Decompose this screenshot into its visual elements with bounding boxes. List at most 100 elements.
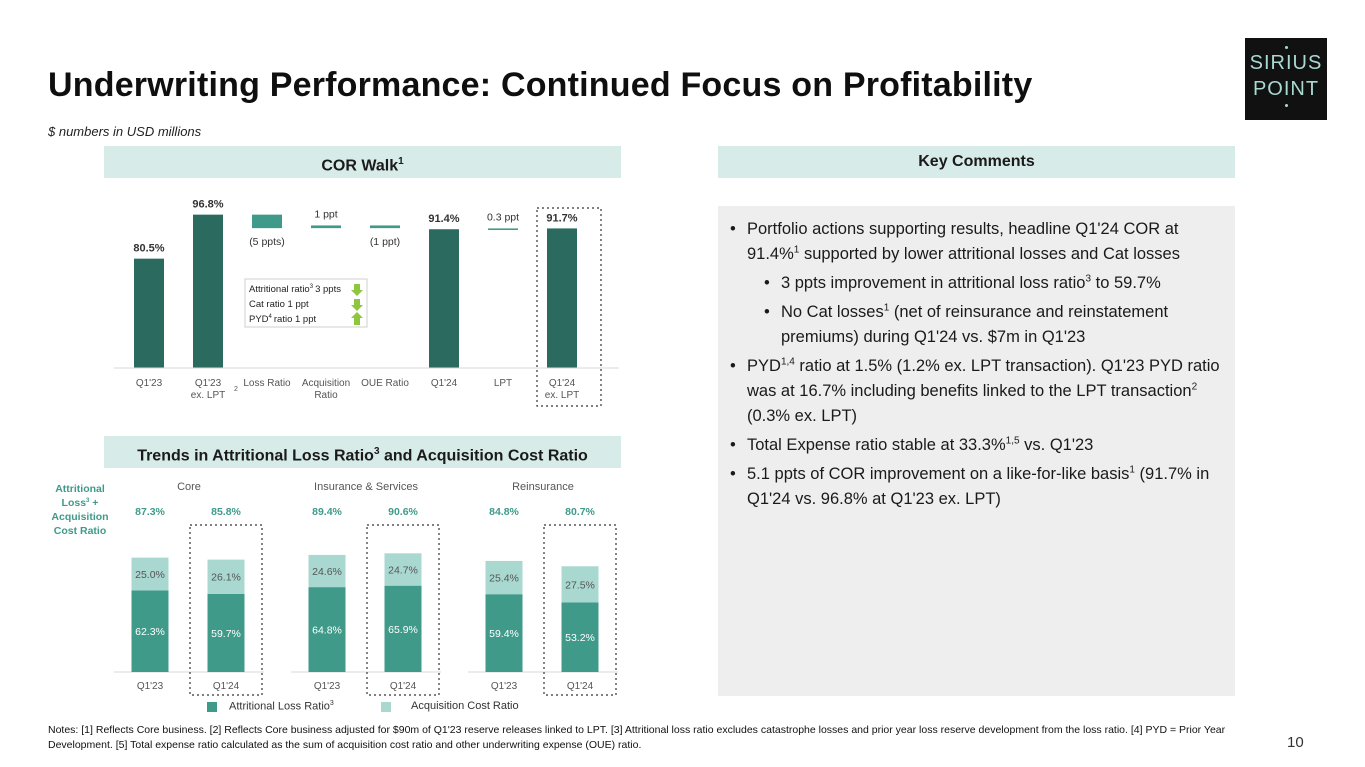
trends-y-axis-label: Attritional Loss3 + Acquisition Cost Rat… bbox=[51, 483, 108, 537]
cor-walk-chart: 80.5% 96.8% (5 ppts) 1 ppt (1 ppt) 91.4% 0.3 p… bbox=[114, 199, 619, 407]
cor-category-sup: 2 bbox=[234, 386, 238, 393]
logo-star-dot bbox=[1285, 104, 1288, 107]
cor-category-label: Loss Ratio bbox=[243, 378, 291, 389]
cor-walk-header-sup: 1 bbox=[398, 156, 404, 167]
cor-value-label: 91.4% bbox=[428, 213, 459, 225]
arrow-down-icon bbox=[351, 284, 363, 296]
cor-category-label: Acquisition bbox=[302, 378, 350, 389]
attritional-bar bbox=[308, 587, 346, 672]
comment-no-cat-losses: No Cat losses1 (net of reinsurance and r… bbox=[764, 300, 1229, 350]
acquisition-value-label: 24.6% bbox=[312, 566, 342, 578]
arrow-down-icon bbox=[351, 299, 363, 311]
legend-acquisition-swatch bbox=[381, 702, 391, 712]
logo-line1: SIRIUS bbox=[1249, 52, 1323, 74]
acquisition-value-label: 25.0% bbox=[135, 569, 165, 581]
key-comments-panel: Portfolio actions supporting results, he… bbox=[718, 206, 1235, 696]
total-ratio-label: 87.3% bbox=[135, 506, 165, 518]
trends-header-post: and Acquisition Cost Ratio bbox=[379, 447, 588, 465]
acquisition-bar bbox=[384, 553, 422, 586]
trend-group-title: Insurance & Services bbox=[314, 481, 418, 493]
cor-walk-header-text: COR Walk bbox=[321, 157, 399, 175]
y-label-line2: Loss3 + bbox=[62, 497, 99, 509]
cor-delta-bar bbox=[488, 228, 518, 231]
page-subtitle: $ numbers in USD millions bbox=[48, 124, 202, 139]
y-label-line3: Acquisition bbox=[51, 511, 108, 523]
total-ratio-label: 85.8% bbox=[211, 506, 241, 518]
cor-category-label: Q1'24 bbox=[549, 378, 576, 389]
attritional-bar bbox=[384, 585, 422, 672]
cor-walk-header: COR Walk1 bbox=[104, 146, 621, 178]
page-title: Underwriting Performance: Continued Focu… bbox=[48, 66, 1033, 104]
total-ratio-label: 84.8% bbox=[489, 506, 519, 518]
q124-highlight-box bbox=[366, 524, 440, 696]
cor-bar bbox=[429, 229, 459, 368]
comment-cor-improvement: 5.1 ppts of COR improvement on a like-fo… bbox=[730, 462, 1227, 512]
sirius-point-logo: SIRIUS POINT bbox=[1245, 38, 1327, 120]
acquisition-value-label: 25.4% bbox=[489, 573, 519, 585]
cor-category-label: ex. LPT bbox=[191, 390, 225, 401]
period-label: Q1'24 bbox=[567, 681, 594, 692]
trends-header-pre: Trends in Attritional Loss Ratio bbox=[137, 447, 374, 465]
page-number: 10 bbox=[1287, 734, 1304, 751]
trends-chart: Core 62.3% 25.0% 87.3% Q1'23 59.7% 26.1% 85.8% Q… bbox=[114, 481, 618, 696]
cor-category-label: Q1'23 bbox=[136, 378, 163, 389]
logo-line2: POINT bbox=[1252, 78, 1320, 100]
q124-highlight-box bbox=[189, 524, 263, 696]
acquisition-bar bbox=[561, 566, 599, 603]
y-label-line1: Attritional bbox=[55, 483, 105, 495]
attritional-bar bbox=[207, 593, 245, 672]
attritional-bar bbox=[131, 590, 169, 672]
acquisition-value-label: 24.7% bbox=[388, 564, 418, 576]
comment-total-expense: Total Expense ratio stable at 33.3%1,5 v… bbox=[730, 433, 1227, 458]
comment-attritional-improvement: 3 ppts improvement in attritional loss r… bbox=[764, 271, 1229, 296]
comment-portfolio-actions: Portfolio actions supporting results, he… bbox=[730, 217, 1227, 267]
attritional-value-label: 59.7% bbox=[211, 628, 241, 640]
cor-value-label: 80.5% bbox=[133, 243, 164, 255]
legend-attritional-swatch bbox=[207, 702, 217, 712]
attritional-value-label: 53.2% bbox=[565, 632, 595, 644]
acquisition-bar bbox=[485, 560, 523, 595]
comment-pyd-ratio: PYD1,4 ratio at 1.5% (1.2% ex. LPT trans… bbox=[730, 354, 1227, 429]
footnotes: Notes: [1] Reflects Core business. [2] R… bbox=[48, 724, 1226, 751]
attritional-bar bbox=[561, 602, 599, 672]
cor-bar bbox=[134, 258, 164, 368]
cor-delta-bar bbox=[370, 225, 400, 229]
legend-attritional-label: Attritional Loss Ratio3 bbox=[229, 700, 334, 713]
cor-category-label: Ratio bbox=[314, 390, 338, 401]
acquisition-bar bbox=[207, 559, 245, 594]
callout-attritional: Attritional ratio3 3 ppts bbox=[249, 284, 341, 295]
period-label: Q1'24 bbox=[213, 681, 240, 692]
cor-category-label: OUE Ratio bbox=[361, 378, 409, 389]
cor-value-label: 91.7% bbox=[546, 212, 577, 224]
callout-box bbox=[244, 278, 368, 328]
period-label: Q1'23 bbox=[314, 681, 341, 692]
trends-header: Trends in Attritional Loss Ratio3 and Ac… bbox=[104, 436, 621, 468]
cor-bar bbox=[547, 228, 577, 368]
cor-category-label: LPT bbox=[494, 378, 512, 389]
period-label: Q1'23 bbox=[491, 681, 518, 692]
acquisition-value-label: 26.1% bbox=[211, 572, 241, 584]
acquisition-value-label: 27.5% bbox=[565, 579, 595, 591]
legend-acquisition-label: Acquisition Cost Ratio bbox=[411, 700, 519, 712]
attritional-bar bbox=[485, 594, 523, 672]
attritional-value-label: 59.4% bbox=[489, 628, 519, 640]
cor-delta-label: (5 ppts) bbox=[249, 236, 285, 248]
cor-category-label: Q1'24 bbox=[431, 378, 458, 389]
cor-bar bbox=[193, 214, 223, 368]
cor-walk-callout: Attritional ratio3 3 ppts Cat ratio 1 ppt… bbox=[244, 278, 368, 328]
attritional-value-label: 65.9% bbox=[388, 624, 418, 636]
total-ratio-label: 90.6% bbox=[388, 506, 418, 518]
key-comments-list: Portfolio actions supporting results, he… bbox=[730, 217, 1229, 512]
cor-delta-bar bbox=[252, 214, 282, 229]
acquisition-bar bbox=[308, 554, 346, 588]
period-label: Q1'24 bbox=[390, 681, 417, 692]
cor-walk-value-labels: 80.5% 96.8% (5 ppts) 1 ppt (1 ppt) 91.4% 0.3 p… bbox=[133, 199, 577, 255]
q124-highlight-box bbox=[543, 524, 617, 696]
y-label-line4: Cost Ratio bbox=[54, 525, 107, 537]
attritional-value-label: 64.8% bbox=[312, 625, 342, 637]
trends-groups: Core 62.3% 25.0% 87.3% Q1'23 59.7% 26.1% 85.8% Q… bbox=[114, 481, 618, 696]
logo-star-dot bbox=[1285, 46, 1288, 49]
arrow-up-icon bbox=[351, 312, 363, 325]
key-comments-header: Key Comments bbox=[718, 146, 1235, 178]
